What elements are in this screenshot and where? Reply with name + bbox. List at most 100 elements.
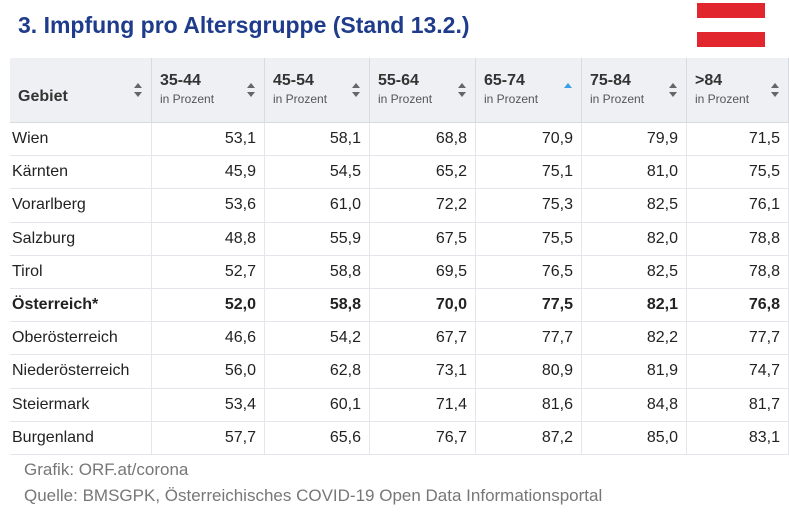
table-cell: 67,7 bbox=[370, 322, 476, 355]
column-sub: in Prozent bbox=[590, 92, 645, 106]
column-header[interactable]: >84 in Prozent bbox=[687, 58, 789, 122]
table-cell: 67,5 bbox=[370, 222, 476, 255]
table-cell: Burgenland bbox=[10, 421, 152, 454]
table-cell: 65,6 bbox=[265, 421, 370, 454]
table-cell: 61,0 bbox=[265, 189, 370, 222]
table-cell: Steiermark bbox=[10, 388, 152, 421]
table-cell: 78,8 bbox=[687, 222, 789, 255]
sort-icon[interactable] bbox=[770, 82, 780, 98]
table-cell: 52,0 bbox=[152, 288, 265, 322]
table-cell: 69,5 bbox=[370, 255, 476, 288]
table-cell: 58,1 bbox=[265, 123, 370, 156]
table-cell: 76,5 bbox=[476, 255, 582, 288]
table-row: Oberösterreich 46,6 54,2 67,7 77,7 82,2 77,7 bbox=[10, 322, 789, 356]
table-cell: 72,2 bbox=[370, 189, 476, 222]
column-sub: in Prozent bbox=[484, 92, 539, 106]
table-cell: Österreich* bbox=[10, 288, 152, 322]
table-cell: 53,6 bbox=[152, 189, 265, 222]
sort-icon[interactable] bbox=[668, 82, 678, 98]
table-cell: Oberösterreich bbox=[10, 322, 152, 355]
table-cell: 71,5 bbox=[687, 123, 789, 156]
table-row: Tirol 52,7 58,8 69,5 76,5 82,5 78,8 bbox=[10, 255, 789, 289]
table-cell: 70,9 bbox=[476, 123, 582, 156]
column-label: 75-84 bbox=[590, 72, 631, 89]
column-sub: in Prozent bbox=[695, 92, 750, 106]
table-cell: Vorarlberg bbox=[10, 189, 152, 222]
table-cell: 75,1 bbox=[476, 156, 582, 189]
table-cell: 85,0 bbox=[582, 421, 687, 454]
table-cell: 62,8 bbox=[265, 355, 370, 388]
table-cell: Salzburg bbox=[10, 222, 152, 255]
sort-icon[interactable] bbox=[351, 82, 361, 98]
column-header[interactable]: 45-54 in Prozent bbox=[265, 58, 370, 122]
table-cell: 77,7 bbox=[687, 322, 789, 355]
column-header[interactable]: 35-44 in Prozent bbox=[152, 58, 265, 122]
table-cell: 87,2 bbox=[476, 421, 582, 454]
table-cell: 74,7 bbox=[687, 355, 789, 388]
table-cell: 54,2 bbox=[265, 322, 370, 355]
table-cell: 82,5 bbox=[582, 189, 687, 222]
table-cell: 82,5 bbox=[582, 255, 687, 288]
table-cell: 82,0 bbox=[582, 222, 687, 255]
table-cell: 81,9 bbox=[582, 355, 687, 388]
column-sub: in Prozent bbox=[378, 92, 433, 106]
table-cell: 82,1 bbox=[582, 288, 687, 322]
table-cell: 77,7 bbox=[476, 322, 582, 355]
table-row: Niederösterreich 56,0 62,8 73,1 80,9 81,9 74,7 bbox=[10, 355, 789, 389]
table-cell: 52,7 bbox=[152, 255, 265, 288]
table-cell: 76,1 bbox=[687, 189, 789, 222]
sort-icon[interactable] bbox=[457, 82, 467, 98]
footer-line: Grafik: ORF.at/corona bbox=[24, 460, 189, 479]
table-cell: 83,1 bbox=[687, 421, 789, 454]
column-sub: in Prozent bbox=[273, 92, 328, 106]
table-row: Salzburg 48,8 55,9 67,5 75,5 82,0 78,8 bbox=[10, 222, 789, 256]
table-cell: 53,1 bbox=[152, 123, 265, 156]
footer-line: Quelle: BMSGPK, Österreichisches COVID-1… bbox=[24, 486, 603, 505]
table-cell: 45,9 bbox=[152, 156, 265, 189]
table-cell: 58,8 bbox=[265, 255, 370, 288]
column-label: 35-44 bbox=[160, 72, 201, 89]
table-cell: 58,8 bbox=[265, 288, 370, 322]
table-cell: 79,9 bbox=[582, 123, 687, 156]
table-cell: 71,4 bbox=[370, 388, 476, 421]
column-label: 65-74 bbox=[484, 72, 525, 89]
table-cell: 81,6 bbox=[476, 388, 582, 421]
column-sub: in Prozent bbox=[160, 92, 215, 106]
table-cell: 70,0 bbox=[370, 288, 476, 322]
table-cell: 73,1 bbox=[370, 355, 476, 388]
flag bbox=[697, 3, 765, 47]
table-cell: 57,7 bbox=[152, 421, 265, 454]
column-label: 55-64 bbox=[378, 72, 419, 89]
table-row: Burgenland 57,7 65,6 76,7 87,2 85,0 83,1 bbox=[10, 421, 789, 455]
sort-icon[interactable] bbox=[133, 82, 143, 98]
table-cell: 65,2 bbox=[370, 156, 476, 189]
column-header[interactable]: 65-74 in Prozent bbox=[476, 58, 582, 122]
column-header[interactable]: 75-84 in Prozent bbox=[582, 58, 687, 122]
column-header[interactable]: 55-64 in Prozent bbox=[370, 58, 476, 122]
title: 3. Impfung pro Altersgruppe (Stand 13.2.… bbox=[18, 12, 470, 38]
table-cell: 75,5 bbox=[476, 222, 582, 255]
sort-icon[interactable] bbox=[246, 82, 256, 98]
table-cell: 48,8 bbox=[152, 222, 265, 255]
table-cell: 46,6 bbox=[152, 322, 265, 355]
table-row: Kärnten 45,9 54,5 65,2 75,1 81,0 75,5 bbox=[10, 156, 789, 190]
table-cell: 82,2 bbox=[582, 322, 687, 355]
header-row: Gebiet 35-44 in Prozent 45-54 in Prozent 55-6… bbox=[10, 58, 789, 123]
table-cell: 78,8 bbox=[687, 255, 789, 288]
table-cell: 68,8 bbox=[370, 123, 476, 156]
table-cell: 75,3 bbox=[476, 189, 582, 222]
table-cell: 76,8 bbox=[687, 288, 789, 322]
column-label: >84 bbox=[695, 72, 723, 89]
table-cell: 53,4 bbox=[152, 388, 265, 421]
table-cell: Tirol bbox=[10, 255, 152, 288]
table-cell: 77,5 bbox=[476, 288, 582, 322]
table-cell: 80,9 bbox=[476, 355, 582, 388]
table-cell: 81,0 bbox=[582, 156, 687, 189]
table-cell: Niederösterreich bbox=[10, 355, 152, 388]
table-row: Vorarlberg 53,6 61,0 72,2 75,3 82,5 76,1 bbox=[10, 189, 789, 223]
sort-icon[interactable] bbox=[563, 82, 573, 98]
table-cell: 75,5 bbox=[687, 156, 789, 189]
table-cell: 55,9 bbox=[265, 222, 370, 255]
column-header[interactable]: Gebiet bbox=[10, 58, 152, 122]
column-label: Gebiet bbox=[18, 88, 68, 105]
